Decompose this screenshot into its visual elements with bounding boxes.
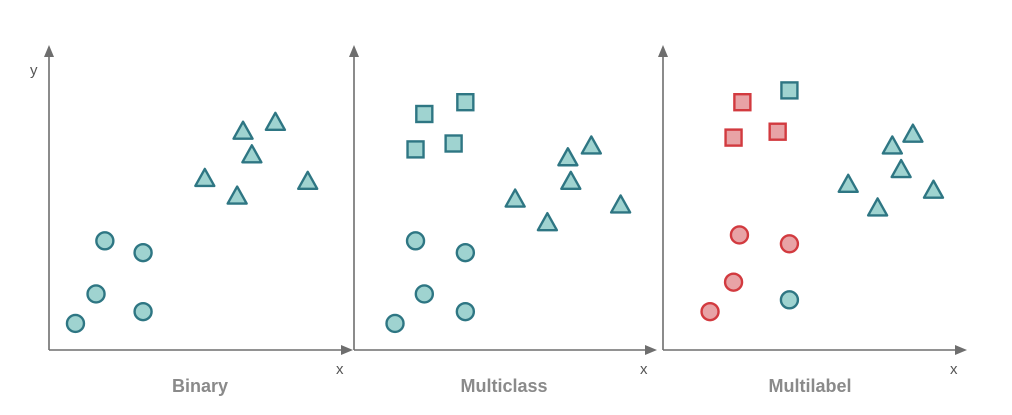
teal-circle-point [405, 231, 426, 251]
red-square-point [733, 92, 752, 112]
teal-triangle-point [536, 211, 559, 232]
marks-multiclass [385, 92, 632, 334]
teal-triangle-point [609, 194, 632, 214]
panel-multilabel: x Multilabel [658, 45, 967, 396]
teal-triangle-point [557, 147, 579, 167]
red-circle-point [729, 225, 750, 245]
teal-triangle-point [232, 120, 254, 140]
y-axis-arrow [349, 45, 359, 57]
teal-circle-point [133, 301, 153, 322]
teal-circle-point [779, 290, 800, 310]
teal-square-point [456, 92, 475, 112]
teal-triangle-point [297, 170, 319, 191]
x-axis-arrow [955, 345, 967, 355]
teal-circle-point [95, 231, 115, 251]
panel-multiclass: x Multiclass [349, 45, 657, 396]
x-axis-label: x [640, 361, 648, 378]
teal-triangle-point [890, 158, 912, 179]
panel-title-multiclass: Multiclass [460, 376, 547, 396]
x-axis-label: x [336, 361, 344, 378]
teal-square-point [444, 134, 463, 153]
teal-circle-point [65, 313, 86, 334]
teal-triangle-point [580, 135, 603, 155]
y-axis-arrow [44, 45, 54, 57]
teal-triangle-point [560, 170, 582, 191]
red-circle-point [723, 272, 744, 292]
teal-triangle-point [504, 188, 526, 208]
teal-triangle-point [881, 135, 904, 155]
teal-square-point [406, 140, 425, 159]
teal-circle-point [133, 242, 153, 263]
teal-circle-point [455, 301, 476, 322]
teal-triangle-point [866, 197, 889, 217]
teal-circle-point [385, 313, 405, 334]
x-axis-arrow [645, 345, 657, 355]
teal-triangle-point [837, 173, 859, 194]
teal-triangle-point [226, 185, 248, 205]
marks-multilabel [700, 81, 945, 322]
teal-triangle-point [194, 167, 216, 188]
y-axis-label: y [30, 62, 38, 79]
teal-triangle-point [241, 144, 263, 164]
red-circle-point [779, 234, 800, 254]
teal-circle-point [414, 284, 435, 304]
panel-title-binary: Binary [172, 376, 228, 396]
teal-circle-point [86, 284, 106, 304]
x-axis-label: x [950, 361, 958, 378]
x-axis-arrow [341, 345, 353, 355]
y-axis-arrow [658, 45, 668, 57]
panel-binary: y x Binary [30, 45, 353, 396]
teal-triangle-point [922, 179, 945, 199]
red-square-point [768, 122, 787, 141]
red-circle-point [700, 301, 720, 322]
marks-binary [65, 111, 319, 334]
teal-triangle-point [902, 123, 924, 143]
teal-circle-point [455, 242, 476, 263]
panel-title-multilabel: Multilabel [768, 376, 851, 396]
teal-square-point [780, 81, 799, 100]
red-square-point [724, 128, 743, 147]
teal-square-point [415, 104, 434, 124]
teal-triangle-point [264, 111, 287, 132]
